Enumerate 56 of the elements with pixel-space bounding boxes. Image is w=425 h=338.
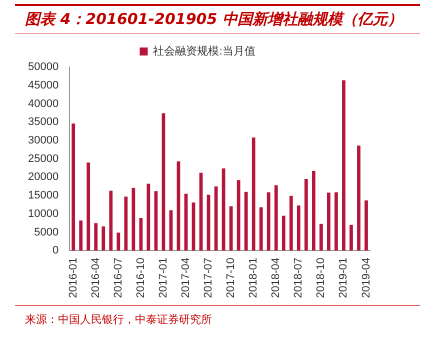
chart-title: 图表 4：201601-201905 中国新增社融规模（亿元） [15, 4, 420, 34]
bar [266, 192, 270, 251]
bar [132, 188, 136, 251]
bar [357, 146, 360, 251]
x-tick-label: 2019-04 [360, 258, 372, 298]
y-tick-label: 30000 [28, 134, 59, 146]
x-tick-label: 2017-10 [225, 258, 238, 298]
y-tick-label: 40000 [28, 98, 59, 110]
bar [259, 207, 263, 251]
bar [236, 180, 240, 251]
x-tick-label: 2018-07 [292, 258, 305, 298]
y-tick-label: 25000 [28, 152, 59, 165]
y-tick-label: 5000 [34, 226, 59, 238]
y-tick-label: 10000 [28, 208, 59, 220]
x-tick-label: 2016-04 [90, 258, 102, 298]
y-tick-label: 0 [52, 244, 59, 257]
bar [244, 192, 248, 251]
source-note: 来源：中国人民银行，中泰证券研究所 [15, 305, 420, 327]
bar [274, 185, 278, 251]
bar [327, 192, 330, 251]
x-tick-label: 2017-01 [158, 258, 170, 298]
x-tick-label: 2016-10 [134, 258, 147, 298]
x-tick-label: 2017-07 [202, 258, 215, 298]
bar [364, 200, 368, 251]
bar [79, 220, 83, 251]
x-tick-label: 2018-01 [248, 258, 260, 298]
y-tick-label: 50000 [28, 61, 59, 74]
bar [312, 170, 316, 251]
y-tick-label: 20000 [28, 171, 59, 184]
bar [252, 138, 256, 251]
bar [350, 224, 353, 251]
x-tick-label: 2018-04 [270, 258, 282, 298]
bar [102, 226, 106, 251]
bar [139, 218, 143, 251]
bar [109, 190, 113, 251]
x-tick-label: 2019-01 [338, 258, 350, 298]
y-tick-label: 35000 [28, 116, 59, 128]
x-tick-label: 2018-10 [315, 258, 328, 298]
legend-label: 社会融资规模:当月值 [153, 44, 256, 58]
y-tick-label: 45000 [28, 79, 59, 92]
y-tick-label: 15000 [28, 190, 59, 202]
bar [116, 232, 120, 251]
bar [334, 192, 338, 251]
bar [86, 162, 90, 251]
bar [72, 124, 76, 251]
bar [124, 196, 128, 251]
bar [94, 223, 98, 251]
bar [296, 205, 300, 251]
bar [304, 179, 308, 251]
bar [342, 80, 346, 251]
bar [289, 196, 293, 251]
x-tick-label: 2016-01 [67, 258, 80, 298]
x-tick-label: 2017-04 [180, 258, 192, 298]
x-tick-label: 2016-07 [112, 258, 124, 298]
bar [282, 216, 286, 251]
bar [319, 224, 323, 251]
